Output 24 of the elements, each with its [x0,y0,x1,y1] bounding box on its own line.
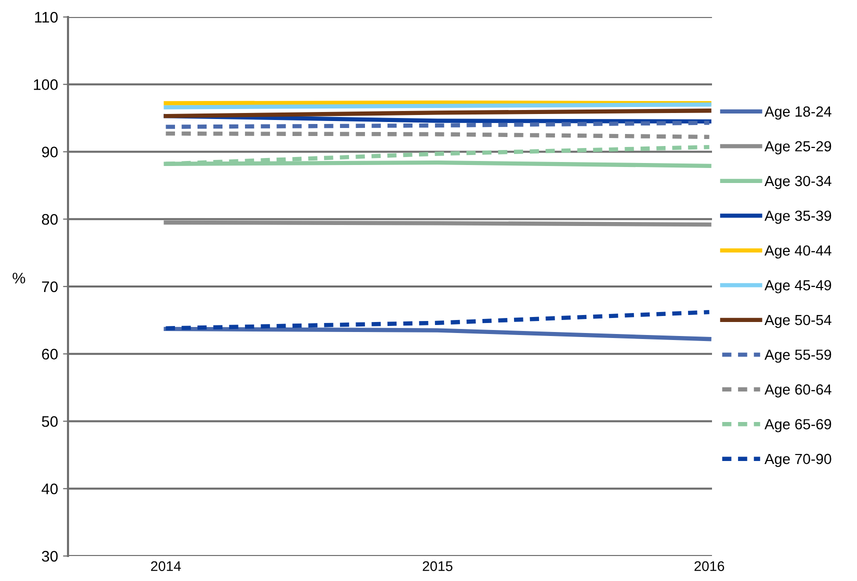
y-tick-label: 100 [34,79,58,90]
legend-label: Age 50-54 [764,314,832,328]
legend-label: Age 60-64 [764,384,832,398]
y-tick-label: 50 [42,416,58,427]
x-tick-label: 2015 [422,561,452,572]
legend-label: Age 25-29 [764,141,832,154]
legend-label: Age 18-24 [764,106,832,120]
legend-label: Age 45-49 [764,280,832,294]
y-tick-label: 90 [42,146,58,158]
y-tick-label: 80 [42,214,58,225]
legend-label: Age 55-59 [764,350,832,363]
y-tick-label: 40 [42,483,58,494]
x-tick-label: 2014 [151,561,181,572]
legend-label: Age 70-90 [764,454,832,467]
legend-label: Age 30-34 [764,176,832,190]
legend-label: Age 35-39 [764,210,832,224]
y-tick-label: 60 [42,348,58,360]
y-tick-label: 70 [42,281,58,292]
y-tick-label: 30 [42,550,58,562]
y-tick-label: 110 [35,12,58,23]
legend-label: Age 40-44 [764,245,832,259]
legend-label: Age 65-69 [764,419,832,432]
x-tick-label: 2016 [694,561,724,572]
y-axis-title: % [12,272,26,284]
